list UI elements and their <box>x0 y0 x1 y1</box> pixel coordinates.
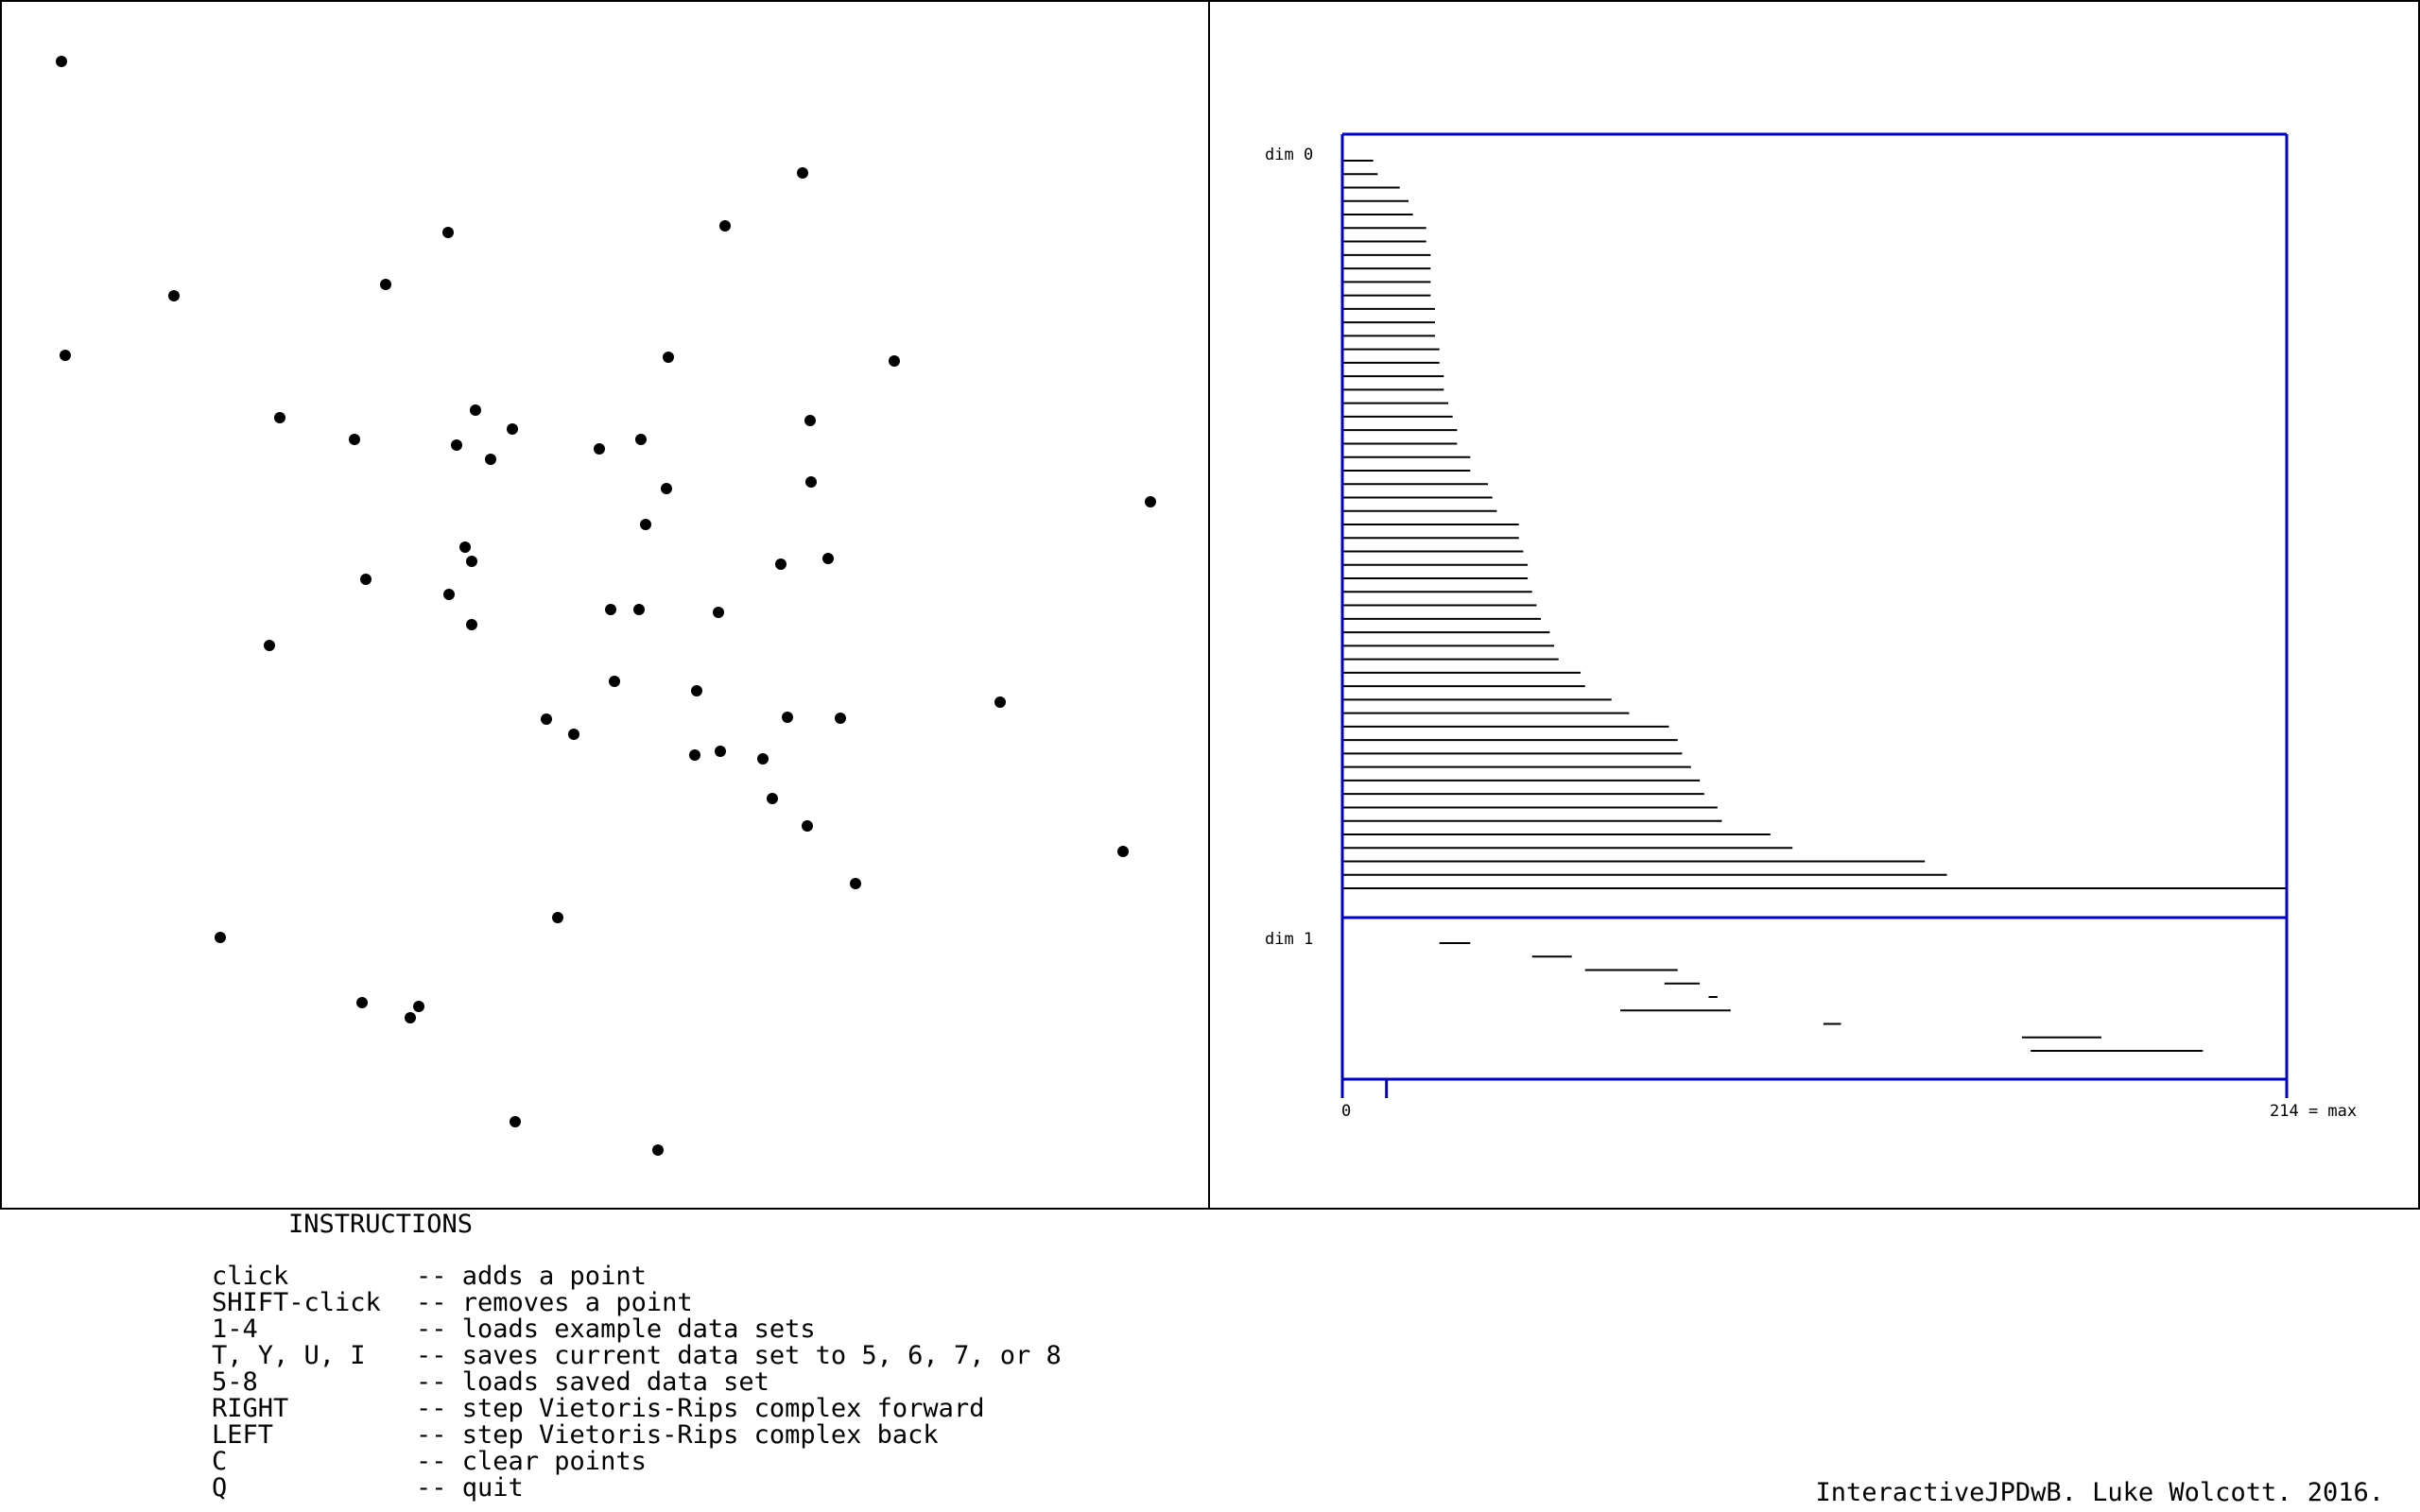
instructions-title: INSTRUCTIONS <box>288 1210 474 1239</box>
data-point[interactable] <box>594 443 605 455</box>
data-point[interactable] <box>60 350 71 361</box>
instruction-row: SHIFT-click -- removes a point <box>212 1290 1062 1316</box>
data-point[interactable] <box>715 746 726 757</box>
data-point[interactable] <box>507 423 518 435</box>
instruction-desc: -- removes a point <box>416 1288 693 1317</box>
instruction-row: Q -- quit <box>212 1475 1062 1502</box>
instruction-row: T, Y, U, I -- saves current data set to 5… <box>212 1343 1062 1369</box>
data-point[interactable] <box>470 404 481 416</box>
point-cloud-svg[interactable] <box>2 2 1208 1208</box>
axis-min-label: 0 <box>1341 1102 1351 1121</box>
data-point[interactable] <box>850 878 861 889</box>
dim0-barcode <box>1342 160 2287 889</box>
dim1-barcode <box>1439 942 2204 1052</box>
point-cloud-canvas[interactable] <box>0 0 1210 1210</box>
instruction-row: 1-4 -- loads example data sets <box>212 1316 1062 1343</box>
instruction-key: T, Y, U, I <box>212 1341 366 1370</box>
data-point[interactable] <box>349 434 360 445</box>
data-point[interactable] <box>56 56 67 67</box>
data-point[interactable] <box>782 712 793 723</box>
data-point[interactable] <box>1117 846 1129 857</box>
dim1-label: dim 1 <box>1265 930 1313 949</box>
data-point[interactable] <box>356 997 368 1008</box>
barcode-svg: dim 0 dim 1 0 214 = max <box>1265 132 2357 1121</box>
instruction-row: RIGHT -- step Vietoris-Rips complex forwa… <box>212 1396 1062 1422</box>
data-point[interactable] <box>609 676 620 687</box>
data-point[interactable] <box>168 290 180 301</box>
instruction-desc: -- loads example data sets <box>416 1314 816 1344</box>
data-point[interactable] <box>797 167 808 179</box>
instruction-desc: -- adds a point <box>416 1262 647 1291</box>
data-point[interactable] <box>264 640 275 651</box>
credit-line: InteractiveJPDwB. Luke Wolcott. 2016. <box>1815 1478 2384 1507</box>
data-point[interactable] <box>443 589 455 600</box>
data-point[interactable] <box>652 1144 664 1156</box>
instruction-desc: -- step Vietoris-Rips complex back <box>416 1420 939 1450</box>
data-point[interactable] <box>767 793 778 804</box>
data-point[interactable] <box>274 412 285 423</box>
data-point[interactable] <box>459 541 471 553</box>
barcode-panel: dim 0 dim 1 0 214 = max <box>1210 0 2420 1210</box>
dim0-label: dim 0 <box>1265 146 1313 164</box>
data-point[interactable] <box>689 749 700 761</box>
data-point[interactable] <box>713 607 724 618</box>
data-point[interactable] <box>466 556 477 567</box>
data-point[interactable] <box>485 454 496 465</box>
instruction-key: SHIFT-click <box>212 1288 381 1317</box>
instruction-desc: -- loads saved data set <box>416 1367 769 1397</box>
data-point[interactable] <box>541 713 552 725</box>
data-point[interactable] <box>802 820 813 832</box>
data-point[interactable] <box>757 753 769 765</box>
data-point[interactable] <box>640 519 651 530</box>
data-point[interactable] <box>405 1012 416 1023</box>
data-point[interactable] <box>889 355 900 367</box>
data-point[interactable] <box>719 220 731 232</box>
data-point[interactable] <box>633 604 645 615</box>
instruction-desc: -- saves current data set to 5, 6, 7, or… <box>416 1341 1062 1370</box>
data-point[interactable] <box>835 713 846 724</box>
data-point[interactable] <box>994 696 1006 708</box>
instruction-key: C <box>212 1447 228 1476</box>
data-point[interactable] <box>360 574 372 585</box>
data-point[interactable] <box>661 483 672 494</box>
instruction-key: 5-8 <box>212 1367 258 1397</box>
instruction-row: C -- clear points <box>212 1449 1062 1475</box>
data-point[interactable] <box>635 434 647 445</box>
data-point[interactable] <box>804 415 816 426</box>
instruction-key: click <box>212 1262 289 1291</box>
barcode-frame <box>1340 132 2289 1098</box>
instruction-key: Q <box>212 1473 228 1503</box>
instruction-key: LEFT <box>212 1420 274 1450</box>
data-point[interactable] <box>775 558 786 570</box>
data-point[interactable] <box>1145 496 1156 507</box>
data-point[interactable] <box>215 932 226 943</box>
instruction-row: 5-8 -- loads saved data set <box>212 1369 1062 1396</box>
data-point[interactable] <box>466 619 477 630</box>
data-point[interactable] <box>605 604 616 615</box>
instruction-row: click -- adds a point <box>212 1263 1062 1290</box>
data-point[interactable] <box>380 279 391 290</box>
data-point[interactable] <box>805 476 817 488</box>
instruction-key: 1-4 <box>212 1314 258 1344</box>
instruction-desc: -- clear points <box>416 1447 647 1476</box>
data-point[interactable] <box>451 439 462 451</box>
data-point[interactable] <box>413 1001 424 1012</box>
instruction-desc: -- step Vietoris-Rips complex forward <box>416 1394 985 1423</box>
instruction-row: LEFT -- step Vietoris-Rips complex back <box>212 1422 1062 1449</box>
data-point[interactable] <box>552 912 563 923</box>
instructions-panel: INSTRUCTIONS click -- adds a point SHIFT-c… <box>212 1211 1062 1502</box>
instruction-key: RIGHT <box>212 1394 289 1423</box>
data-point[interactable] <box>568 729 579 740</box>
data-point[interactable] <box>510 1116 521 1127</box>
instruction-desc: -- quit <box>416 1473 524 1503</box>
data-point[interactable] <box>691 685 702 696</box>
axis-max-label: 214 = max <box>2270 1102 2357 1121</box>
data-point[interactable] <box>663 352 674 363</box>
data-point[interactable] <box>822 553 834 564</box>
data-point[interactable] <box>442 227 454 238</box>
